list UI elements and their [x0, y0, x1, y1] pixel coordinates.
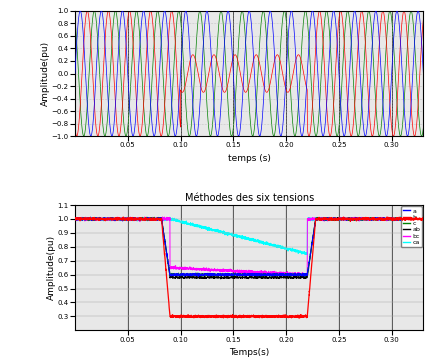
Title: Méthodes des six tensions: Méthodes des six tensions — [184, 193, 314, 203]
Y-axis label: Amplitude(pu): Amplitude(pu) — [41, 41, 50, 106]
Legend: a, b, c, ab, bc, ca: a, b, c, ab, bc, ca — [401, 206, 422, 247]
X-axis label: temps (s): temps (s) — [228, 154, 271, 163]
X-axis label: Temps(s): Temps(s) — [229, 348, 269, 357]
Y-axis label: Amplitude(pu): Amplitude(pu) — [47, 235, 56, 300]
